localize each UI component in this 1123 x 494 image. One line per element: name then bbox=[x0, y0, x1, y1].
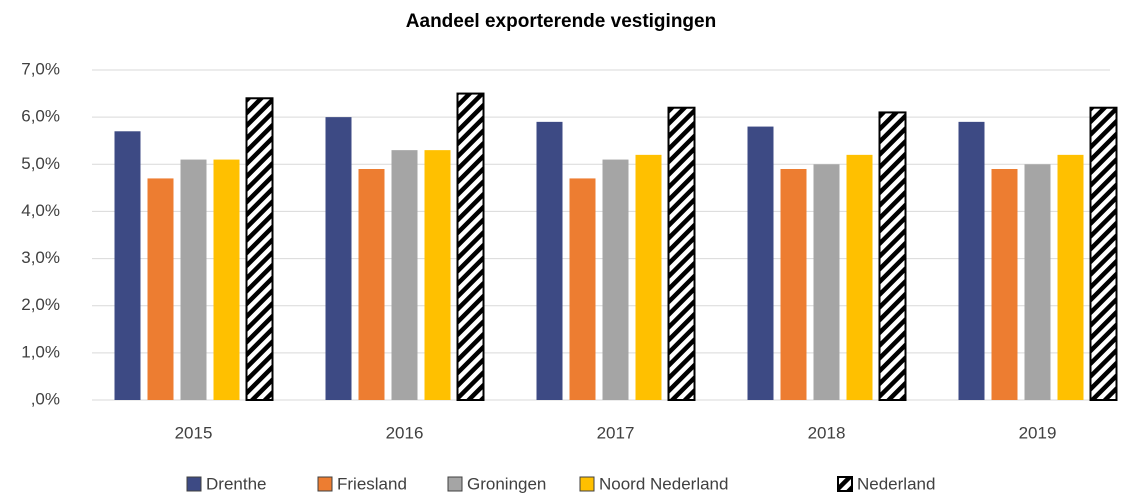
y-tick-label: 6,0% bbox=[21, 107, 60, 126]
x-tick-label: 2019 bbox=[1019, 423, 1057, 442]
legend-swatch bbox=[447, 476, 463, 492]
chart-title: Aandeel exporterende vestigingen bbox=[406, 11, 716, 32]
y-tick-label: ,0% bbox=[31, 389, 60, 408]
bar bbox=[958, 121, 985, 400]
bar bbox=[456, 92, 485, 401]
bar bbox=[213, 159, 240, 400]
bar bbox=[602, 159, 629, 400]
legend-swatch bbox=[317, 476, 333, 492]
bar bbox=[846, 154, 873, 400]
y-tick-label: 5,0% bbox=[21, 154, 60, 173]
bar bbox=[391, 150, 418, 400]
y-tick-label: 4,0% bbox=[21, 201, 60, 220]
bar bbox=[358, 169, 385, 400]
bar bbox=[147, 178, 174, 400]
legend-label: Drenthe bbox=[206, 474, 266, 493]
bar bbox=[813, 164, 840, 400]
bar bbox=[747, 126, 774, 401]
legend-label: Nederland bbox=[857, 474, 935, 493]
y-tick-label: 7,0% bbox=[21, 59, 60, 78]
x-tick-label: 2017 bbox=[597, 423, 635, 442]
x-tick-label: 2018 bbox=[808, 423, 846, 442]
bar bbox=[569, 178, 596, 400]
bar bbox=[780, 169, 807, 400]
x-tick-label: 2016 bbox=[386, 423, 424, 442]
bar bbox=[1024, 164, 1051, 400]
x-tick-label: 2015 bbox=[175, 423, 213, 442]
legend-label: Friesland bbox=[337, 474, 407, 493]
bar bbox=[325, 117, 352, 401]
legend-swatch bbox=[186, 476, 202, 492]
legend-swatch bbox=[837, 476, 853, 492]
y-tick-label: 3,0% bbox=[21, 248, 60, 267]
y-tick-label: 2,0% bbox=[21, 295, 60, 314]
bar bbox=[245, 97, 274, 402]
bar bbox=[536, 121, 563, 400]
bar bbox=[1089, 106, 1118, 401]
bar bbox=[1057, 154, 1084, 400]
legend-label: Groningen bbox=[467, 474, 546, 493]
legend-label: Noord Nederland bbox=[599, 474, 728, 493]
y-tick-label: 1,0% bbox=[21, 342, 60, 361]
bar bbox=[667, 106, 696, 401]
legend-swatch bbox=[579, 476, 595, 492]
bar bbox=[114, 131, 141, 401]
bar bbox=[180, 159, 207, 400]
bar bbox=[991, 169, 1018, 400]
bar bbox=[635, 154, 662, 400]
bar bbox=[424, 150, 451, 400]
bar bbox=[878, 111, 907, 402]
